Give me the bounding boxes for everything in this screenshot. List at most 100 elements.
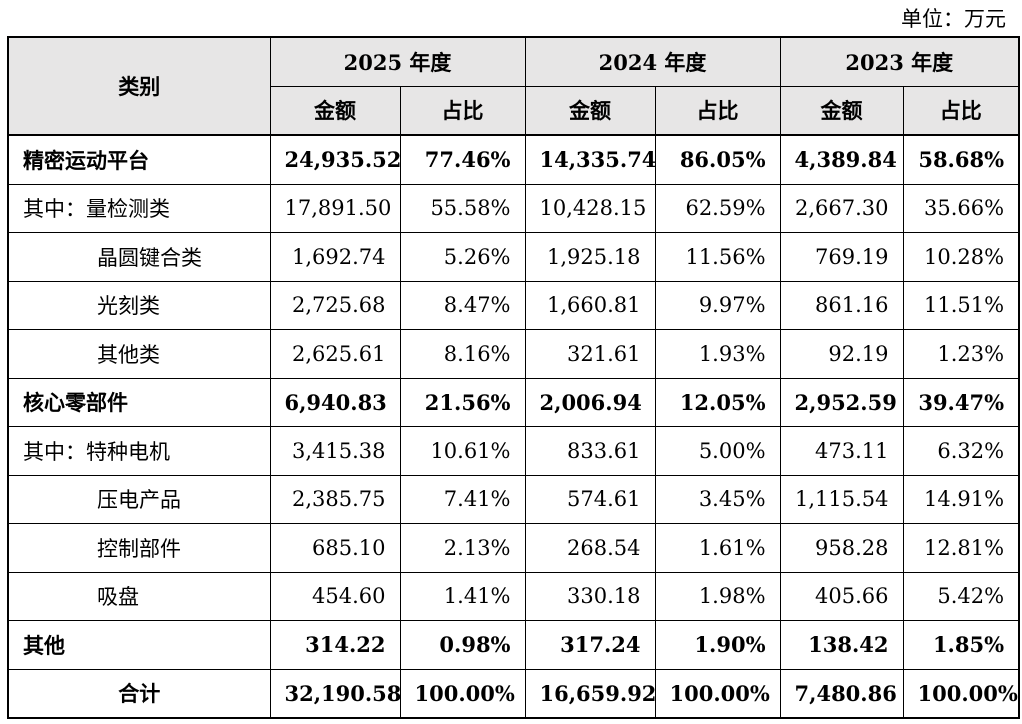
amount-cell: 1,692.74 [269, 232, 401, 282]
ratio-cell: 5.26% [399, 232, 526, 282]
header-year-2023: 2023 年度 [779, 36, 1020, 87]
ratio-cell: 3.45% [654, 474, 781, 524]
amount-cell: 958.28 [779, 523, 904, 573]
amount-cell: 1,115.54 [779, 474, 904, 524]
table-body: 精密运动平台 24,935.52 77.46% 14,335.74 86.05% 4,38… [7, 134, 1020, 719]
header-ratio: 占比 [902, 85, 1020, 136]
amount-cell: 138.42 [779, 620, 904, 670]
amount-cell: 268.54 [524, 523, 656, 573]
header-amount: 金额 [269, 85, 401, 136]
row-label: 其中：量检测类 [7, 183, 271, 233]
table-row: 压电产品 2,385.75 7.41% 574.61 3.45% 1,115.54 14.9… [7, 474, 1020, 524]
amount-cell: 10,428.15 [524, 183, 656, 233]
row-label: 精密运动平台 [7, 134, 271, 185]
ratio-cell: 12.81% [902, 523, 1020, 573]
amount-cell: 3,415.38 [269, 426, 401, 476]
ratio-cell: 8.16% [399, 329, 526, 379]
table-row: 核心零部件 6,940.83 21.56% 2,006.94 12.05% 2,952.5… [7, 377, 1020, 427]
ratio-cell: 100.00% [902, 668, 1020, 719]
amount-cell: 574.61 [524, 474, 656, 524]
row-label: 核心零部件 [7, 377, 271, 427]
amount-cell: 7,480.86 [779, 668, 904, 719]
table-row: 光刻类 2,725.68 8.47% 1,660.81 9.97% 861.16 11.51… [7, 280, 1020, 330]
row-label: 光刻类 [7, 280, 271, 330]
ratio-cell: 86.05% [654, 134, 781, 185]
ratio-cell: 9.97% [654, 280, 781, 330]
header-amount: 金额 [779, 85, 904, 136]
amount-cell: 317.24 [524, 620, 656, 670]
amount-cell: 32,190.58 [269, 668, 401, 719]
ratio-cell: 11.56% [654, 232, 781, 282]
table-row: 合计 32,190.58 100.00% 16,659.92 100.00% 7,480.… [7, 668, 1020, 719]
amount-cell: 473.11 [779, 426, 904, 476]
header-ratio: 占比 [654, 85, 781, 136]
amount-cell: 2,725.68 [269, 280, 401, 330]
ratio-cell: 2.13% [399, 523, 526, 573]
amount-cell: 16,659.92 [524, 668, 656, 719]
amount-cell: 6,940.83 [269, 377, 401, 427]
ratio-cell: 0.98% [399, 620, 526, 670]
ratio-cell: 39.47% [902, 377, 1020, 427]
ratio-cell: 8.47% [399, 280, 526, 330]
amount-cell: 321.61 [524, 329, 656, 379]
amount-cell: 14,335.74 [524, 134, 656, 185]
ratio-cell: 62.59% [654, 183, 781, 233]
row-label: 其中：特种电机 [7, 426, 271, 476]
amount-cell: 314.22 [269, 620, 401, 670]
ratio-cell: 1.93% [654, 329, 781, 379]
ratio-cell: 77.46% [399, 134, 526, 185]
ratio-cell: 5.00% [654, 426, 781, 476]
table-row: 吸盘 454.60 1.41% 330.18 1.98% 405.66 5.42% [7, 571, 1020, 621]
amount-cell: 769.19 [779, 232, 904, 282]
table-row: 其中：特种电机 3,415.38 10.61% 833.61 5.00% 473.11 6.… [7, 426, 1020, 476]
ratio-cell: 1.23% [902, 329, 1020, 379]
table-row: 晶圆键合类 1,692.74 5.26% 1,925.18 11.56% 769.19 10… [7, 232, 1020, 282]
row-label: 控制部件 [7, 523, 271, 573]
ratio-cell: 1.85% [902, 620, 1020, 670]
table-row: 其中：量检测类 17,891.50 55.58% 10,428.15 62.59% 2,6… [7, 183, 1020, 233]
table-row: 其他类 2,625.61 8.16% 321.61 1.93% 92.19 1.23% [7, 329, 1020, 379]
row-label: 晶圆键合类 [7, 232, 271, 282]
row-label: 合计 [7, 668, 271, 719]
amount-cell: 4,389.84 [779, 134, 904, 185]
ratio-cell: 5.42% [902, 571, 1020, 621]
amount-cell: 2,625.61 [269, 329, 401, 379]
table-row: 精密运动平台 24,935.52 77.46% 14,335.74 86.05% 4,38… [7, 134, 1020, 185]
revenue-table: 类别 2025 年度 2024 年度 2023 年度 金额 占比 金额 占比 金… [7, 36, 1021, 719]
row-label: 压电产品 [7, 474, 271, 524]
amount-cell: 454.60 [269, 571, 401, 621]
ratio-cell: 58.68% [902, 134, 1020, 185]
header-category: 类别 [7, 36, 271, 136]
ratio-cell: 1.41% [399, 571, 526, 621]
amount-cell: 330.18 [524, 571, 656, 621]
header-year-2024: 2024 年度 [524, 36, 781, 87]
amount-cell: 833.61 [524, 426, 656, 476]
row-label: 其他 [7, 620, 271, 670]
ratio-cell: 11.51% [902, 280, 1020, 330]
amount-cell: 24,935.52 [269, 134, 401, 185]
row-label: 其他类 [7, 329, 271, 379]
amount-cell: 861.16 [779, 280, 904, 330]
ratio-cell: 1.61% [654, 523, 781, 573]
ratio-cell: 10.61% [399, 426, 526, 476]
header-amount: 金额 [524, 85, 656, 136]
ratio-cell: 7.41% [399, 474, 526, 524]
ratio-cell: 100.00% [399, 668, 526, 719]
amount-cell: 2,385.75 [269, 474, 401, 524]
ratio-cell: 12.05% [654, 377, 781, 427]
ratio-cell: 21.56% [399, 377, 526, 427]
ratio-cell: 100.00% [654, 668, 781, 719]
table-row: 控制部件 685.10 2.13% 268.54 1.61% 958.28 12.81% [7, 523, 1020, 573]
ratio-cell: 35.66% [902, 183, 1020, 233]
amount-cell: 92.19 [779, 329, 904, 379]
header-ratio: 占比 [399, 85, 526, 136]
ratio-cell: 14.91% [902, 474, 1020, 524]
amount-cell: 17,891.50 [269, 183, 401, 233]
ratio-cell: 1.90% [654, 620, 781, 670]
amount-cell: 405.66 [779, 571, 904, 621]
amount-cell: 2,952.59 [779, 377, 904, 427]
amount-cell: 2,006.94 [524, 377, 656, 427]
amount-cell: 1,660.81 [524, 280, 656, 330]
header-year-2025: 2025 年度 [269, 36, 526, 87]
ratio-cell: 55.58% [399, 183, 526, 233]
